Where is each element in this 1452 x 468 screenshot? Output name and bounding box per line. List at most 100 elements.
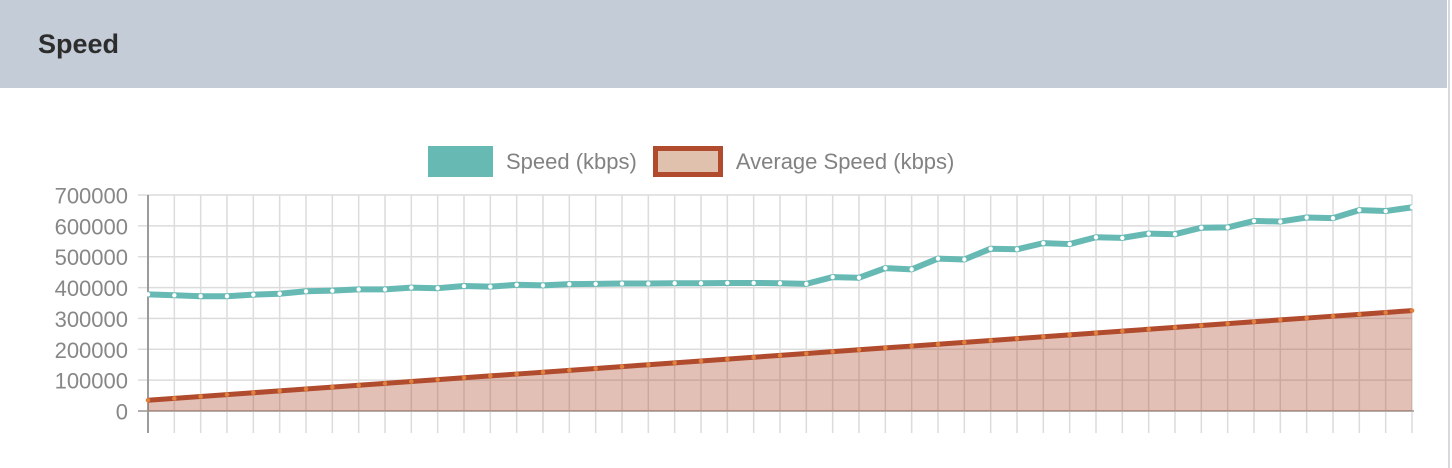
average-speed-point <box>1409 308 1415 313</box>
average-speed-point <box>1330 313 1336 319</box>
y-axis-tick-label: 700000 <box>55 184 128 209</box>
y-axis-tick-label: 400000 <box>55 276 128 301</box>
average-speed-point <box>1120 328 1125 334</box>
speed-point <box>514 282 519 287</box>
speed-point <box>1251 218 1257 224</box>
speed-point <box>619 281 625 286</box>
speed-point <box>1409 205 1415 210</box>
average-speed-point <box>1014 336 1020 341</box>
average-speed-legend-label: Average Speed (kbps) <box>735 148 955 174</box>
speed-point <box>593 281 598 287</box>
average-speed-point <box>1251 319 1257 325</box>
chart-legend: Speed (kbps) Average Speed (kbps) <box>428 146 954 177</box>
speed-point <box>145 292 151 297</box>
speed-point <box>303 289 309 294</box>
speed-point <box>1383 208 1388 214</box>
speed-point <box>1093 235 1099 240</box>
speed-point <box>488 284 493 289</box>
average-speed-point <box>725 356 730 362</box>
speed-point <box>1041 240 1046 246</box>
average-speed-point <box>619 364 625 369</box>
average-speed-point <box>251 390 256 396</box>
average-speed-legend-swatch <box>652 146 723 177</box>
speed-point <box>1014 247 1020 252</box>
speed-point <box>1357 207 1362 213</box>
y-axis-tick-label: 200000 <box>55 338 128 363</box>
speed-point <box>251 292 256 297</box>
speed-point <box>1225 225 1230 230</box>
average-speed-point <box>593 366 598 371</box>
speed-point <box>172 293 177 298</box>
average-speed-point <box>382 381 388 386</box>
y-axis-tick-label: 600000 <box>55 214 128 239</box>
average-speed-point <box>698 358 704 364</box>
speed-point <box>777 281 783 286</box>
average-speed-point <box>1225 321 1230 326</box>
speed-point <box>540 283 546 288</box>
speed-point <box>382 287 388 292</box>
panel-title: Speed <box>38 28 120 59</box>
speed-point <box>672 281 677 286</box>
speed-point <box>198 294 203 299</box>
average-speed-point <box>830 349 835 354</box>
average-speed-point <box>856 347 862 353</box>
average-speed-point <box>1146 326 1151 332</box>
average-speed-point <box>198 394 203 399</box>
speed-legend-swatch <box>428 146 493 177</box>
speed-point <box>988 246 993 251</box>
speed-point <box>725 280 730 286</box>
average-speed-point <box>1304 315 1309 321</box>
speed-legend-label: Speed (kbps) <box>506 148 637 174</box>
legend-item-speed: Speed (kbps) <box>428 146 637 177</box>
average-speed-point <box>883 345 888 351</box>
speed-point <box>883 265 888 271</box>
speed-point <box>461 283 467 289</box>
speed-point <box>1330 215 1336 221</box>
average-speed-point <box>1278 317 1283 323</box>
average-speed-point <box>988 338 993 343</box>
average-speed-point <box>1357 312 1362 317</box>
speed-point <box>935 256 941 261</box>
speed-point <box>356 287 361 292</box>
average-speed-point <box>962 340 967 345</box>
y-axis-tick-label: 100000 <box>55 369 128 394</box>
average-speed-point <box>1199 323 1204 328</box>
average-speed-area <box>148 310 1412 411</box>
speed-point <box>435 285 440 291</box>
average-speed-point <box>804 351 809 356</box>
y-axis-tick-label: 0 <box>116 400 128 425</box>
speed-point <box>751 280 756 286</box>
right-edge-divider <box>1448 0 1450 468</box>
speed-point <box>1067 241 1072 247</box>
speed-point <box>409 285 414 290</box>
speed-point <box>909 267 914 272</box>
average-speed-point <box>409 379 414 384</box>
speed-point <box>1172 231 1178 237</box>
average-speed-point <box>330 384 335 390</box>
speed-point <box>962 257 967 262</box>
average-speed-point <box>303 386 309 392</box>
speed-point <box>224 294 230 299</box>
speed-point <box>567 281 572 287</box>
average-speed-point <box>145 397 151 403</box>
average-speed-point <box>1383 310 1388 315</box>
average-speed-point <box>646 362 651 368</box>
speed-point <box>804 281 809 287</box>
speed-point <box>856 275 862 280</box>
average-speed-point <box>777 353 783 358</box>
average-speed-point <box>172 396 177 401</box>
speed-point <box>1278 219 1283 224</box>
y-axis-tick-label: 500000 <box>55 245 128 270</box>
speed-point <box>1304 215 1309 220</box>
average-speed-point <box>935 341 941 347</box>
speed-point <box>698 281 704 286</box>
average-speed-point <box>277 388 282 394</box>
speed-point <box>277 291 282 296</box>
average-speed-point <box>1093 330 1099 336</box>
average-speed-point <box>435 377 440 382</box>
speed-point <box>830 274 835 280</box>
average-speed-point <box>1172 325 1178 330</box>
average-speed-point <box>540 369 546 375</box>
average-speed-point <box>356 382 361 388</box>
